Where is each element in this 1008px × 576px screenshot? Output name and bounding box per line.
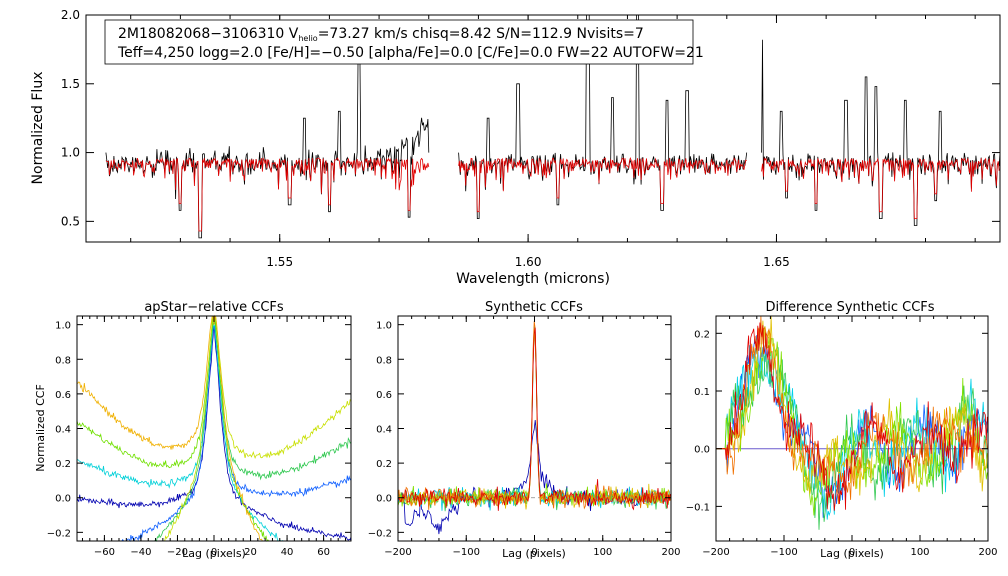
x-tick-label: 60	[317, 547, 330, 558]
legend-line-1-values: =73.27 km/s chisq=8.42 S/N=112.9 Nvisits…	[318, 26, 644, 42]
x-tick-label: 100	[910, 547, 929, 558]
y-tick-label: 2.0	[61, 8, 80, 22]
x-tick-label: 0	[531, 547, 537, 558]
synthetic-ccf-series-group	[397, 321, 671, 535]
apstar-ccf-plot-frame	[76, 315, 352, 542]
synthetic-ccf-panel: Synthetic CCFs −200 −100 0 100 200 −0.2 0.0 0.2…	[368, 300, 681, 560]
x-tick-label: 100	[593, 547, 612, 558]
y-tick-label: 1.0	[61, 146, 80, 160]
legend-box	[104, 19, 694, 65]
apstar-ccf-x-axis-title: Lag (pixels)	[182, 547, 246, 560]
synthetic-ccf-line	[397, 326, 671, 511]
difference-ccf-title: Difference Synthetic CCFs	[765, 300, 934, 315]
synthetic-ccf-line	[397, 419, 671, 535]
x-tick-label: 0	[849, 547, 855, 558]
y-tick-label: 1.0	[376, 321, 392, 332]
x-tick-label: −200	[384, 547, 411, 558]
x-tick-label: 20	[244, 547, 257, 558]
x-tick-label: −20	[167, 547, 188, 558]
synthetic-ccf-line	[397, 328, 671, 510]
apstar-ccf-line	[76, 315, 351, 542]
apstar-ccf-line	[77, 324, 352, 542]
synthetic-ccf-ticks: −200 −100 0 100 200 −0.2 0.0 0.2 0.4 0.6 0.8 1.0	[368, 316, 681, 558]
spectrum-x-axis-title: Wavelength (microns)	[456, 271, 610, 287]
spectrum-ticks: 1.55 1.60 1.65 0.5 1.0 1.5 2.0	[61, 8, 1000, 269]
synthetic-ccf-line	[397, 321, 671, 510]
x-tick-label: −100	[453, 547, 480, 558]
spectrum-y-axis-title: Normalized Flux	[30, 72, 46, 185]
apstar-ccf-line	[76, 324, 352, 541]
x-tick-label: 200	[661, 547, 680, 558]
spectrum-legend: 2M18082068−3106310 Vhelio=73.27 km/s chi…	[104, 19, 704, 65]
y-tick-label: 1.0	[55, 321, 71, 332]
synthetic-ccf-x-axis-title: Lag (pixels)	[502, 547, 566, 560]
x-tick-label: −100	[770, 547, 797, 558]
apstar-ccf-ticks: −60 −40 −20 0 20 40 60 −0.2 0.0 0.2 0.4 0.6 0.8 1.0	[47, 316, 351, 558]
y-tick-label: 0.8	[55, 355, 71, 366]
y-tick-label: −0.2	[368, 528, 392, 539]
difference-ccf-x-axis-title: Lag (pixels)	[820, 547, 884, 560]
y-tick-label: 1.5	[61, 77, 80, 91]
difference-ccf-panel: Difference Synthetic CCFs −200 −100 0 100 20…	[686, 300, 998, 560]
y-tick-label: 0.0	[376, 494, 392, 505]
apstar-ccf-title: apStar−relative CCFs	[144, 300, 284, 315]
apstar-ccf-series-group	[76, 314, 352, 542]
difference-ccf-ticks: −200 −100 0 100 200 −0.1 0.0 0.1 0.2	[686, 316, 998, 558]
y-tick-label: −0.1	[686, 502, 710, 513]
y-tick-label: 0.8	[376, 355, 392, 366]
x-tick-label: 1.65	[763, 255, 790, 269]
apstar-ccf-line	[77, 320, 352, 542]
spectrum-panel: 1.55 1.60 1.65 0.5 1.0 1.5 2.0 Wavelength (mic…	[30, 8, 1001, 287]
observed-spectrum-line	[761, 39, 1001, 226]
y-tick-label: 0.0	[55, 494, 71, 505]
model-spectrum-line	[105, 157, 430, 232]
apstar-ccf-line	[76, 314, 351, 542]
y-tick-label: 0.0	[694, 445, 710, 456]
x-tick-label: −40	[130, 547, 151, 558]
x-tick-label: −60	[94, 547, 115, 558]
model-spectrum-line	[761, 157, 1001, 219]
y-tick-label: 0.2	[376, 459, 392, 470]
y-tick-label: 0.6	[55, 390, 71, 401]
observed-spectrum-line	[105, 53, 430, 239]
x-tick-label: 200	[978, 547, 997, 558]
apstar-ccf-y-axis-title: Normalized CCF	[34, 384, 47, 472]
spectrum-plot-frame	[85, 14, 1001, 243]
apstar-ccf-line	[76, 323, 351, 542]
x-tick-label: 0	[211, 547, 217, 558]
difference-ccf-line	[716, 315, 988, 505]
legend-line-1: 2M18082068−3106310 Vhelio=73.27 km/s chi…	[118, 26, 644, 43]
legend-helio-subscript: helio	[298, 34, 317, 43]
synthetic-ccf-line	[397, 329, 671, 507]
x-tick-label: 1.60	[515, 255, 542, 269]
legend-star-id-and-v: 2M18082068−3106310 V	[118, 26, 299, 42]
y-tick-label: −0.2	[47, 528, 71, 539]
y-tick-label: 0.5	[61, 214, 80, 228]
difference-ccf-series-group	[716, 315, 988, 530]
y-tick-label: 0.6	[376, 390, 392, 401]
x-tick-label: 1.55	[266, 255, 293, 269]
difference-ccf-line	[716, 322, 988, 511]
spectrum-series-group	[105, 14, 1001, 239]
synthetic-ccf-line	[397, 327, 671, 511]
model-spectrum-line	[458, 156, 747, 213]
apstar-ccf-panel: apStar−relative CCFs −60 −40 −20 0 20 40 60 −0.…	[34, 300, 352, 560]
x-tick-label: 40	[281, 547, 294, 558]
y-tick-label: 0.2	[55, 459, 71, 470]
legend-line-2: Teff=4,250 logg=2.0 [Fe/H]=−0.50 [alpha/…	[117, 45, 704, 61]
synthetic-ccf-title: Synthetic CCFs	[485, 300, 583, 315]
y-tick-label: 0.4	[55, 425, 71, 436]
y-tick-label: 0.1	[694, 387, 710, 398]
y-tick-label: 0.4	[376, 425, 392, 436]
y-tick-label: 0.2	[694, 329, 710, 340]
x-tick-label: −200	[702, 547, 729, 558]
apstar-ccf-line	[77, 315, 352, 542]
synthetic-ccf-line	[397, 326, 671, 512]
